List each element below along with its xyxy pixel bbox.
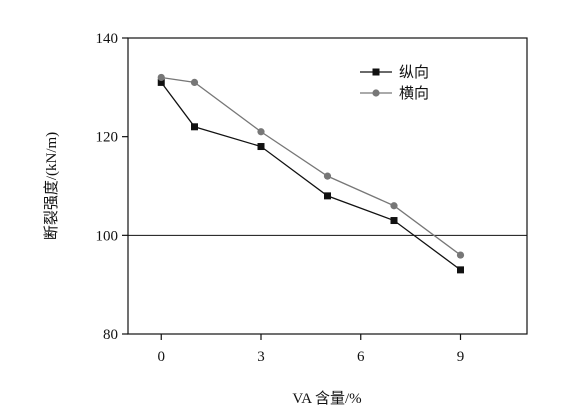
legend-marker-circle bbox=[372, 89, 380, 97]
legend-label-series-1: 纵向 bbox=[399, 64, 429, 81]
plot-frame bbox=[127, 37, 528, 335]
data-point-square bbox=[457, 266, 464, 274]
data-point-square bbox=[191, 123, 198, 131]
x-axis: 0 3 6 9 bbox=[158, 334, 465, 365]
series-line-2 bbox=[161, 76, 461, 256]
y-tick-label: 120 bbox=[96, 130, 119, 146]
data-point-square bbox=[390, 217, 398, 225]
y-axis: 80 100 120 140 bbox=[96, 31, 128, 343]
y-tick-label: 100 bbox=[96, 228, 119, 244]
series-line-1 bbox=[160, 82, 461, 271]
x-axis-title: VA 含量/% bbox=[292, 390, 361, 407]
x-tick-label: 6 bbox=[357, 349, 365, 365]
data-point-circle bbox=[390, 202, 398, 210]
data-point-circle bbox=[456, 251, 465, 259]
x-tick-label: 9 bbox=[457, 349, 465, 365]
legend: 纵向 横向 bbox=[360, 64, 429, 102]
y-tick-label: 80 bbox=[103, 327, 118, 343]
legend-label-series-2: 横向 bbox=[399, 85, 429, 102]
x-tick-label: 0 bbox=[158, 349, 166, 365]
data-point-circle bbox=[323, 172, 332, 180]
data-point-circle bbox=[257, 128, 265, 136]
x-tick-label: 3 bbox=[257, 349, 265, 365]
series-layer bbox=[157, 73, 465, 274]
legend-marker-square bbox=[372, 68, 380, 76]
data-point-circle bbox=[157, 73, 165, 82]
y-axis-title: 断裂强度/(kN/m) bbox=[43, 132, 60, 240]
data-point-square bbox=[324, 192, 331, 200]
y-tick-label: 140 bbox=[96, 31, 119, 47]
data-point-square bbox=[257, 143, 265, 151]
data-point-circle bbox=[190, 78, 199, 86]
data-point-square bbox=[157, 78, 165, 86]
